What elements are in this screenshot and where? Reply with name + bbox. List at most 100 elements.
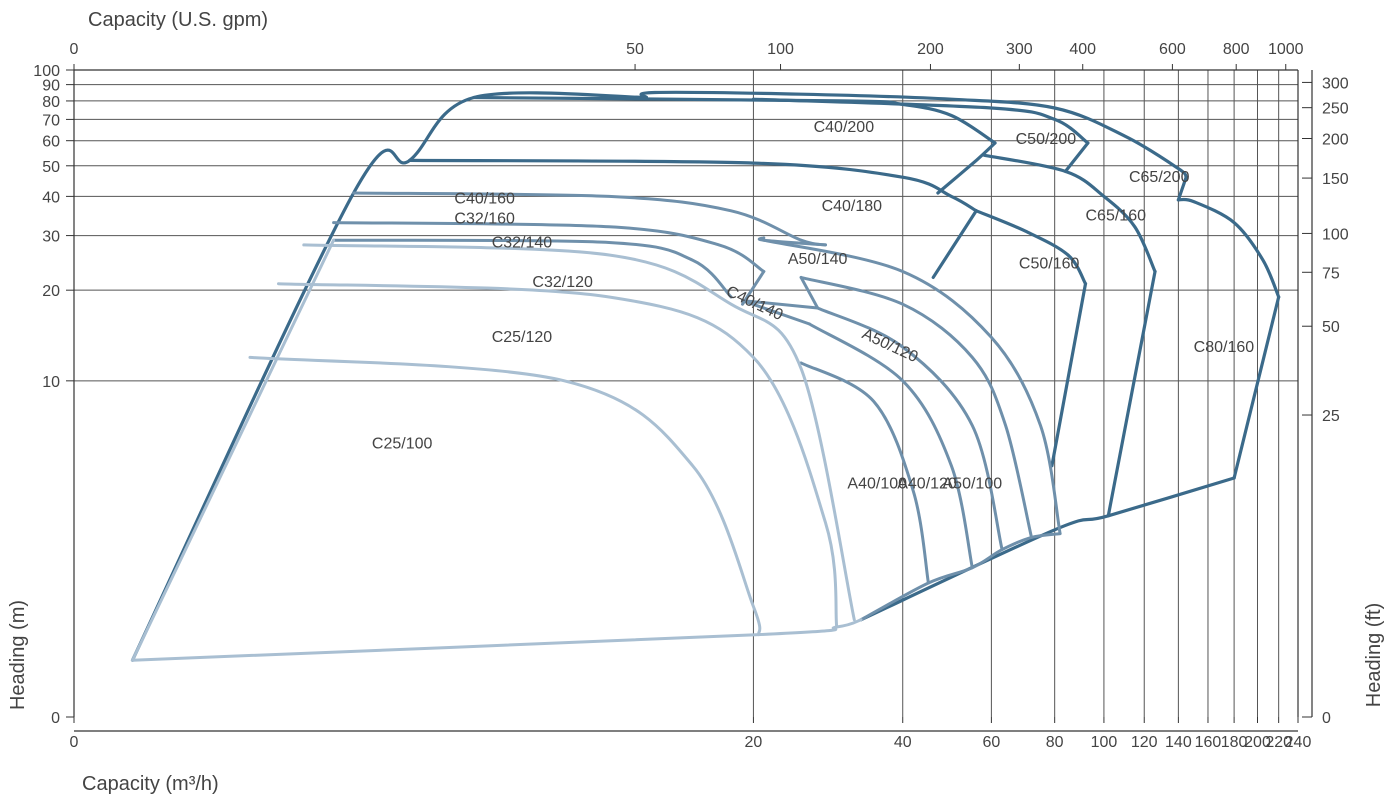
pump-curve-line bbox=[799, 275, 820, 310]
region-label: C40/180 bbox=[822, 198, 883, 215]
y-right-tick-label: 50 bbox=[1322, 319, 1340, 336]
region-label: C40/160 bbox=[454, 190, 515, 207]
x-bottom-tick-label: 200 bbox=[1244, 734, 1271, 751]
region-label: A50/100 bbox=[943, 476, 1003, 493]
x-top-tick-label: 50 bbox=[626, 41, 644, 58]
x-bottom-tick-label: 80 bbox=[1046, 734, 1064, 751]
pump-curve-line bbox=[741, 269, 766, 306]
pump-curve-line bbox=[131, 618, 863, 662]
region-label: C32/160 bbox=[454, 210, 515, 227]
y-right-tick-label: 300 bbox=[1322, 75, 1349, 92]
tick-labels: 0 20 40 60 80 100 120 140 160 1802002202400102030… bbox=[33, 41, 1349, 751]
region-label: C50/160 bbox=[1019, 256, 1080, 273]
region-label: A50/120 bbox=[859, 326, 920, 367]
pump-curve-line bbox=[859, 476, 1236, 622]
x-top-tick-label: 200 bbox=[917, 41, 944, 58]
pump-curve-line bbox=[277, 282, 839, 629]
x-top-tick-label: 800 bbox=[1223, 41, 1250, 58]
plot-frame bbox=[73, 69, 1313, 732]
y-left-tick-label: 30 bbox=[42, 229, 60, 246]
x-bottom-tick-label: 160 bbox=[1195, 734, 1222, 751]
y-right-tick-label: 75 bbox=[1322, 265, 1340, 282]
y-left-tick-label: 50 bbox=[42, 159, 60, 176]
x-axis-bottom-title: Capacity (m³/h) bbox=[82, 773, 219, 795]
pump-curve-line bbox=[352, 191, 827, 247]
region-label: C25/120 bbox=[492, 329, 553, 346]
y-left-tick-label: 90 bbox=[42, 78, 60, 95]
y-left-tick-label: 0 bbox=[51, 710, 60, 727]
pump-curve-line bbox=[799, 361, 930, 585]
y-left-tick-label: 60 bbox=[42, 134, 60, 151]
region-labels: C40/200 C50/200 C65/200 C40/180 C65/160 C50/1… bbox=[372, 119, 1254, 493]
x-bottom-tick-label: 220 bbox=[1265, 734, 1292, 751]
pump-curve-line bbox=[808, 322, 974, 570]
pump-curve-line bbox=[741, 299, 820, 310]
pump-curve-line bbox=[332, 238, 733, 299]
region-label: C80/160 bbox=[1194, 339, 1255, 356]
x-axis-top-title: Capacity (U.S. gpm) bbox=[88, 9, 268, 31]
x-bottom-tick-label: 180 bbox=[1221, 734, 1248, 751]
pump-curve-line bbox=[1176, 175, 1188, 202]
pump-curve-line bbox=[974, 209, 1088, 286]
pump-curve-line bbox=[1232, 295, 1281, 480]
pump-curve-line bbox=[248, 355, 762, 637]
pump-curve-line bbox=[799, 275, 1033, 539]
pump-curves bbox=[130, 90, 1281, 662]
pump-curve-line bbox=[302, 243, 856, 622]
region-label: C25/100 bbox=[372, 435, 433, 452]
pump-curve-line bbox=[816, 306, 1004, 552]
y-right-tick-label: 200 bbox=[1322, 132, 1349, 149]
region-label: C32/120 bbox=[532, 274, 593, 291]
y-axis-left-title: Heading (m) bbox=[7, 600, 29, 710]
y-left-tick-label: 10 bbox=[42, 374, 60, 391]
y-left-tick-label: 100 bbox=[33, 63, 60, 80]
region-label: C50/200 bbox=[1016, 131, 1077, 148]
region-label: C32/140 bbox=[492, 234, 553, 251]
x-top-tick-label: 300 bbox=[1006, 41, 1033, 58]
pump-curve-line bbox=[931, 209, 978, 280]
region-label: A50/140 bbox=[788, 251, 848, 268]
x-bottom-tick-label: 240 bbox=[1285, 734, 1312, 751]
region-label: C40/200 bbox=[814, 119, 875, 136]
pump-curve-line bbox=[472, 95, 997, 145]
pump-curve-line bbox=[131, 238, 336, 662]
pump-curve-line bbox=[762, 238, 1062, 536]
y-right-tick-label: 250 bbox=[1322, 101, 1349, 118]
x-top-tick-label: 1000 bbox=[1268, 41, 1304, 58]
y-left-tick-label: 80 bbox=[42, 94, 60, 111]
x-bottom-tick-label: 0 bbox=[70, 734, 79, 751]
pump-curve-line bbox=[639, 90, 1188, 179]
x-top-tick-label: 0 bbox=[70, 41, 79, 58]
region-label: A40/120 bbox=[897, 476, 957, 493]
x-bottom-tick-label: 140 bbox=[1165, 734, 1192, 751]
x-bottom-tick-label: 60 bbox=[982, 734, 1000, 751]
y-right-tick-label: 150 bbox=[1322, 171, 1349, 188]
region-label: A40/100 bbox=[847, 476, 907, 493]
pump-curve-line bbox=[859, 532, 1062, 622]
x-bottom-tick-label: 40 bbox=[894, 734, 912, 751]
pump-curve-line bbox=[130, 91, 648, 662]
pump-curve-line bbox=[1050, 282, 1088, 468]
y-right-tick-label: 0 bbox=[1322, 710, 1331, 727]
pump-curve-line bbox=[741, 299, 812, 326]
pump-curve-line bbox=[1063, 141, 1090, 173]
pump-curve-line bbox=[751, 97, 1090, 145]
pump-curve-line bbox=[332, 221, 766, 273]
y-right-tick-label: 25 bbox=[1322, 408, 1340, 425]
pump-curve-line bbox=[982, 153, 1157, 274]
pump-curve-line bbox=[936, 141, 997, 195]
pump-curve-line bbox=[408, 158, 978, 213]
region-label: C65/200 bbox=[1129, 169, 1190, 186]
y-left-tick-label: 20 bbox=[42, 283, 60, 300]
y-right-tick-label: 100 bbox=[1322, 226, 1349, 243]
y-axis-right-title: Heading (ft) bbox=[1363, 603, 1385, 708]
region-label: C65/160 bbox=[1086, 208, 1147, 225]
y-left-tick-label: 70 bbox=[42, 112, 60, 129]
x-top-tick-label: 100 bbox=[767, 41, 794, 58]
x-bottom-tick-label: 120 bbox=[1131, 734, 1158, 751]
x-top-tick-label: 600 bbox=[1159, 41, 1186, 58]
x-top-tick-label: 400 bbox=[1069, 41, 1096, 58]
pump-curve-line bbox=[1106, 269, 1157, 518]
x-bottom-tick-label: 20 bbox=[745, 734, 763, 751]
